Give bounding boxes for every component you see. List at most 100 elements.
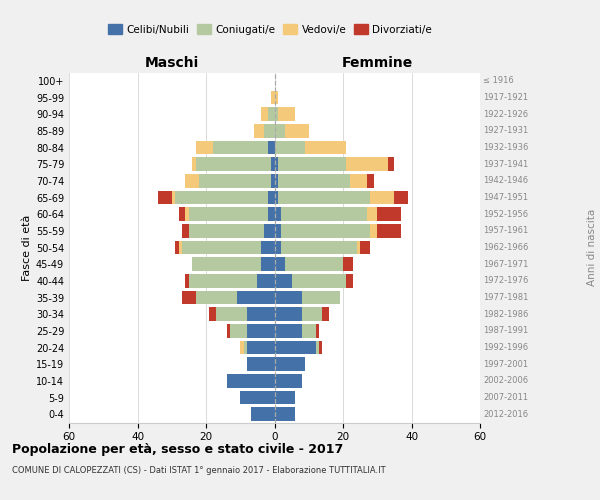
Text: Maschi: Maschi bbox=[145, 56, 199, 70]
Bar bbox=[240, 390, 275, 404]
Bar bbox=[275, 108, 278, 121]
Bar bbox=[281, 224, 370, 237]
Bar bbox=[275, 374, 302, 388]
Bar bbox=[216, 308, 247, 321]
Bar bbox=[196, 140, 213, 154]
Bar bbox=[209, 308, 216, 321]
Bar bbox=[189, 224, 264, 237]
Text: 1977-1981: 1977-1981 bbox=[483, 293, 529, 302]
Bar bbox=[189, 274, 257, 287]
Text: 2012-2016: 2012-2016 bbox=[483, 410, 528, 418]
Bar bbox=[388, 158, 394, 171]
Bar bbox=[278, 108, 295, 121]
Bar bbox=[275, 124, 285, 138]
Bar bbox=[247, 340, 275, 354]
Text: 2007-2011: 2007-2011 bbox=[483, 393, 528, 402]
Bar bbox=[278, 174, 350, 188]
Text: 1937-1941: 1937-1941 bbox=[483, 160, 528, 168]
Bar bbox=[275, 258, 285, 271]
Bar bbox=[346, 274, 353, 287]
Bar bbox=[275, 408, 295, 421]
Text: Femmine: Femmine bbox=[341, 56, 413, 70]
Bar bbox=[268, 190, 275, 204]
Text: 1957-1961: 1957-1961 bbox=[483, 226, 528, 235]
Bar bbox=[275, 208, 281, 221]
Bar bbox=[213, 140, 268, 154]
Bar bbox=[316, 324, 319, 338]
Bar bbox=[346, 158, 388, 171]
Bar bbox=[302, 308, 322, 321]
Text: 1932-1936: 1932-1936 bbox=[483, 143, 529, 152]
Bar bbox=[179, 208, 185, 221]
Bar bbox=[175, 190, 268, 204]
Bar bbox=[370, 224, 377, 237]
Bar bbox=[227, 324, 230, 338]
Bar bbox=[275, 158, 278, 171]
Text: 1982-1986: 1982-1986 bbox=[483, 310, 529, 318]
Text: 1997-2001: 1997-2001 bbox=[483, 360, 528, 368]
Text: 1952-1956: 1952-1956 bbox=[483, 210, 528, 218]
Bar bbox=[275, 308, 302, 321]
Y-axis label: Fasce di età: Fasce di età bbox=[22, 214, 32, 280]
Bar bbox=[275, 174, 278, 188]
Text: 1992-1996: 1992-1996 bbox=[483, 343, 528, 352]
Bar bbox=[251, 408, 275, 421]
Bar bbox=[275, 224, 281, 237]
Bar bbox=[275, 140, 305, 154]
Bar bbox=[271, 158, 275, 171]
Bar bbox=[254, 124, 264, 138]
Bar bbox=[302, 290, 340, 304]
Bar bbox=[271, 90, 275, 104]
Bar bbox=[305, 140, 346, 154]
Text: ≤ 1916: ≤ 1916 bbox=[483, 76, 514, 86]
Bar bbox=[275, 340, 316, 354]
Bar bbox=[275, 90, 278, 104]
Bar bbox=[275, 274, 292, 287]
Bar bbox=[319, 340, 322, 354]
Bar bbox=[275, 324, 302, 338]
Bar bbox=[264, 124, 275, 138]
Bar bbox=[172, 190, 175, 204]
Bar bbox=[237, 290, 275, 304]
Bar bbox=[275, 190, 278, 204]
Bar bbox=[179, 240, 182, 254]
Bar bbox=[261, 108, 268, 121]
Text: 1942-1946: 1942-1946 bbox=[483, 176, 528, 186]
Text: COMUNE DI CALOPEZZATI (CS) - Dati ISTAT 1° gennaio 2017 - Elaborazione TUTTITALI: COMUNE DI CALOPEZZATI (CS) - Dati ISTAT … bbox=[12, 466, 386, 475]
Bar bbox=[281, 240, 357, 254]
Bar bbox=[281, 208, 367, 221]
Bar bbox=[367, 174, 374, 188]
Bar bbox=[394, 190, 408, 204]
Bar bbox=[257, 274, 275, 287]
Bar bbox=[268, 140, 275, 154]
Bar bbox=[230, 324, 247, 338]
Bar bbox=[182, 240, 261, 254]
Bar bbox=[367, 208, 377, 221]
Bar bbox=[196, 158, 271, 171]
Text: 1967-1971: 1967-1971 bbox=[483, 260, 529, 268]
Bar bbox=[247, 358, 275, 371]
Legend: Celibi/Nubili, Coniugati/e, Vedovi/e, Divorziati/e: Celibi/Nubili, Coniugati/e, Vedovi/e, Di… bbox=[104, 20, 436, 39]
Bar bbox=[360, 240, 370, 254]
Text: 1972-1976: 1972-1976 bbox=[483, 276, 529, 285]
Bar bbox=[199, 174, 271, 188]
Text: 1962-1966: 1962-1966 bbox=[483, 243, 529, 252]
Text: 1927-1931: 1927-1931 bbox=[483, 126, 528, 136]
Bar bbox=[292, 274, 346, 287]
Bar bbox=[193, 158, 196, 171]
Bar bbox=[377, 208, 401, 221]
Text: 1987-1991: 1987-1991 bbox=[483, 326, 528, 336]
Bar bbox=[275, 240, 281, 254]
Bar bbox=[247, 324, 275, 338]
Bar bbox=[377, 224, 401, 237]
Text: 1947-1951: 1947-1951 bbox=[483, 193, 528, 202]
Bar bbox=[227, 374, 275, 388]
Bar bbox=[285, 258, 343, 271]
Text: 1922-1926: 1922-1926 bbox=[483, 110, 528, 118]
Bar bbox=[268, 208, 275, 221]
Bar bbox=[285, 124, 309, 138]
Bar bbox=[322, 308, 329, 321]
Bar bbox=[244, 340, 247, 354]
Bar bbox=[193, 258, 261, 271]
Bar bbox=[278, 158, 346, 171]
